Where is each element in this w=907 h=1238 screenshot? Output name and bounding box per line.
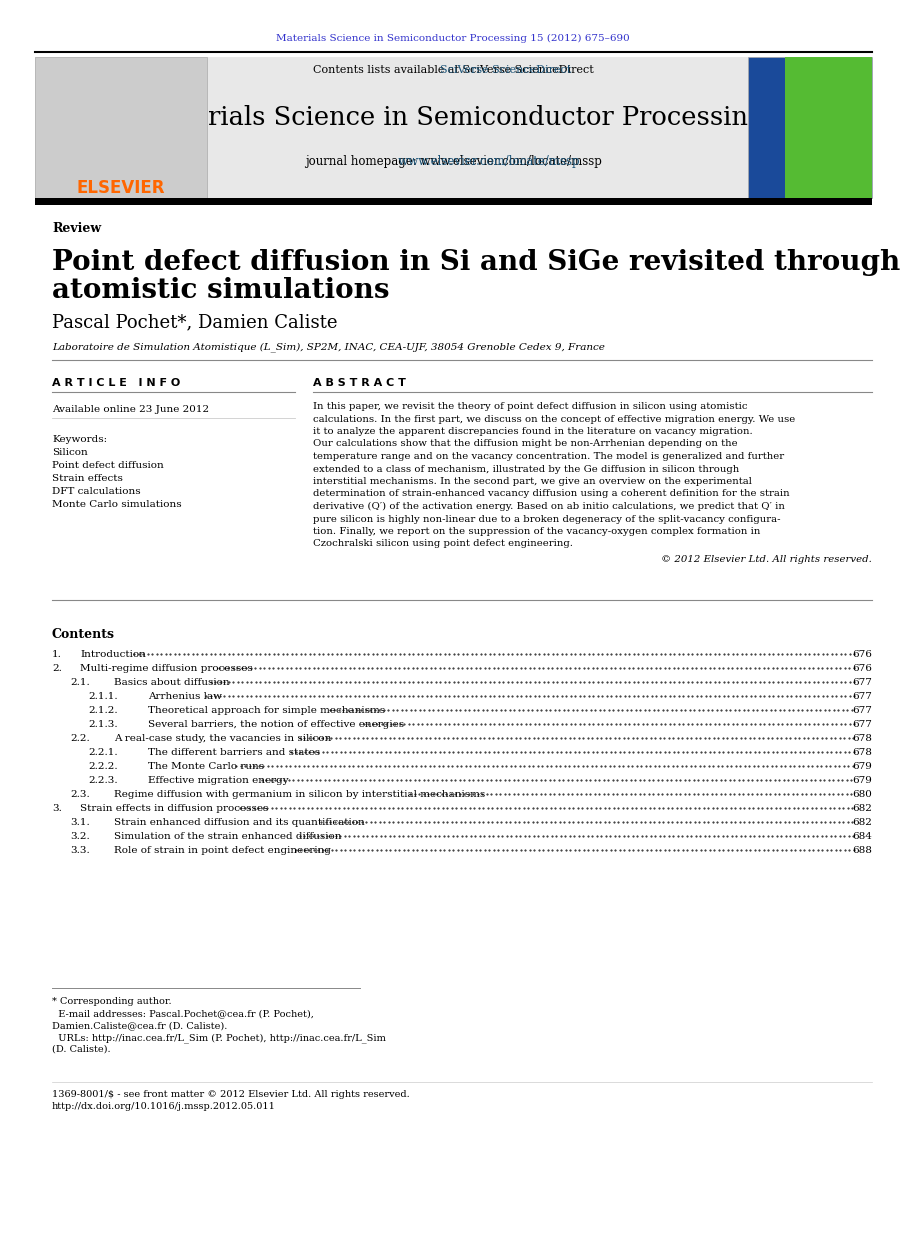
- Text: URLs: http://inac.cea.fr/L_Sim (P. Pochet), http://inac.cea.fr/L_Sim: URLs: http://inac.cea.fr/L_Sim (P. Poche…: [52, 1032, 385, 1042]
- Text: www.elsevier.com/locate/mssp: www.elsevier.com/locate/mssp: [327, 156, 580, 168]
- Text: 682: 682: [852, 803, 872, 813]
- Text: A B S T R A C T: A B S T R A C T: [313, 378, 405, 387]
- Text: interstitial mechanisms. In the second part, we give an overview on the experime: interstitial mechanisms. In the second p…: [313, 477, 752, 487]
- Text: Pascal Pochet*, Damien Caliste: Pascal Pochet*, Damien Caliste: [52, 313, 337, 331]
- Bar: [35, 198, 872, 206]
- Text: 2.1.2.: 2.1.2.: [88, 706, 118, 716]
- Text: Contents: Contents: [52, 628, 115, 641]
- Text: 2.1.: 2.1.: [70, 678, 90, 687]
- Text: Laboratoire de Simulation Atomistique (L_Sim), SP2M, INAC, CEA-UJF, 38054 Grenob: Laboratoire de Simulation Atomistique (L…: [52, 342, 605, 352]
- Text: 677: 677: [852, 706, 872, 716]
- Bar: [35, 57, 207, 198]
- Text: calculations. In the first part, we discuss on the concept of effective migratio: calculations. In the first part, we disc…: [313, 415, 795, 423]
- Text: 2.1.3.: 2.1.3.: [88, 721, 118, 729]
- Text: Materials Science in Semiconductor Processing: Materials Science in Semiconductor Proce…: [141, 104, 765, 130]
- Text: Point defect diffusion: Point defect diffusion: [52, 461, 164, 470]
- Text: atomistic simulations: atomistic simulations: [52, 277, 389, 305]
- Text: derivative (Q′) of the activation energy. Based on ab initio calculations, we pr: derivative (Q′) of the activation energy…: [313, 501, 785, 511]
- Text: extended to a class of mechanism, illustrated by the Ge diffusion in silicon thr: extended to a class of mechanism, illust…: [313, 464, 739, 473]
- Text: Basics about diffusion: Basics about diffusion: [114, 678, 229, 687]
- Text: 678: 678: [852, 734, 872, 743]
- Text: 677: 677: [852, 721, 872, 729]
- Text: Silicon: Silicon: [52, 448, 88, 457]
- Text: Monte Carlo simulations: Monte Carlo simulations: [52, 500, 181, 509]
- Text: 3.: 3.: [52, 803, 62, 813]
- Text: Available online 23 June 2012: Available online 23 June 2012: [52, 406, 210, 415]
- Text: Arrhenius law: Arrhenius law: [148, 692, 222, 701]
- Text: E-mail addresses: Pascal.Pochet@cea.fr (P. Pochet),: E-mail addresses: Pascal.Pochet@cea.fr (…: [52, 1009, 314, 1018]
- Text: temperature range and on the vacancy concentration. The model is generalized and: temperature range and on the vacancy con…: [313, 452, 785, 461]
- Text: 2.2.: 2.2.: [70, 734, 90, 743]
- Text: 2.3.: 2.3.: [70, 790, 90, 799]
- Text: The different barriers and states: The different barriers and states: [148, 748, 320, 756]
- Text: Effective migration energy: Effective migration energy: [148, 776, 288, 785]
- Text: 2.2.2.: 2.2.2.: [88, 763, 118, 771]
- Bar: [748, 57, 872, 198]
- Text: http://dx.doi.org/10.1016/j.mssp.2012.05.011: http://dx.doi.org/10.1016/j.mssp.2012.05…: [52, 1102, 276, 1110]
- Text: SciVerse ScienceDirect: SciVerse ScienceDirect: [335, 66, 571, 76]
- Bar: [785, 57, 872, 198]
- Text: 680: 680: [852, 790, 872, 799]
- Text: The Monte Carlo runs: The Monte Carlo runs: [148, 763, 264, 771]
- Text: Role of strain in point defect engineering: Role of strain in point defect engineeri…: [114, 846, 331, 855]
- Text: 684: 684: [852, 832, 872, 841]
- Text: 3.3.: 3.3.: [70, 846, 90, 855]
- Text: 676: 676: [852, 664, 872, 673]
- Text: 688: 688: [852, 846, 872, 855]
- Text: Strain effects: Strain effects: [52, 474, 122, 483]
- Text: 3.2.: 3.2.: [70, 832, 90, 841]
- Text: Theoretical approach for simple mechanisms: Theoretical approach for simple mechanis…: [148, 706, 385, 716]
- Text: it to analyze the apparent discrepancies found in the literature on vacancy migr: it to analyze the apparent discrepancies…: [313, 427, 753, 436]
- Text: 1369-8001/$ - see front matter © 2012 Elsevier Ltd. All rights reserved.: 1369-8001/$ - see front matter © 2012 El…: [52, 1089, 410, 1099]
- Text: In this paper, we revisit the theory of point defect diffusion in silicon using : In this paper, we revisit the theory of …: [313, 402, 747, 411]
- Text: 677: 677: [852, 678, 872, 687]
- Text: (D. Caliste).: (D. Caliste).: [52, 1045, 111, 1054]
- Bar: [35, 57, 872, 198]
- Text: 679: 679: [852, 763, 872, 771]
- Text: ELSEVIER: ELSEVIER: [77, 180, 165, 197]
- Text: 2.1.1.: 2.1.1.: [88, 692, 118, 701]
- Text: 676: 676: [852, 650, 872, 659]
- Text: Introduction: Introduction: [80, 650, 146, 659]
- Text: Regime diffusion with germanium in silicon by interstitial mechanisms: Regime diffusion with germanium in silic…: [114, 790, 485, 799]
- Text: 2.2.1.: 2.2.1.: [88, 748, 118, 756]
- Text: 677: 677: [852, 692, 872, 701]
- Text: Strain effects in diffusion processes: Strain effects in diffusion processes: [80, 803, 268, 813]
- Text: A R T I C L E   I N F O: A R T I C L E I N F O: [52, 378, 180, 387]
- Text: Our calculations show that the diffusion might be non-Arrhenian depending on the: Our calculations show that the diffusion…: [313, 439, 737, 448]
- Text: © 2012 Elsevier Ltd. All rights reserved.: © 2012 Elsevier Ltd. All rights reserved…: [661, 555, 872, 565]
- Text: 678: 678: [852, 748, 872, 756]
- Text: Multi-regime diffusion processes: Multi-regime diffusion processes: [80, 664, 253, 673]
- Text: Point defect diffusion in Si and SiGe revisited through: Point defect diffusion in Si and SiGe re…: [52, 249, 901, 276]
- Text: determination of strain-enhanced vacancy diffusion using a coherent definition f: determination of strain-enhanced vacancy…: [313, 489, 790, 499]
- Text: Keywords:: Keywords:: [52, 435, 107, 444]
- Text: journal homepage: www.elsevier.com/locate/mssp: journal homepage: www.elsevier.com/locat…: [305, 156, 601, 168]
- Text: Review: Review: [52, 222, 101, 234]
- Text: Contents lists available at SciVerse ScienceDirect: Contents lists available at SciVerse Sci…: [313, 66, 593, 76]
- Text: 1.: 1.: [52, 650, 62, 659]
- Text: DFT calculations: DFT calculations: [52, 487, 141, 496]
- Text: pure silicon is highly non-linear due to a broken degeneracy of the split-vacanc: pure silicon is highly non-linear due to…: [313, 515, 781, 524]
- Text: * Corresponding author.: * Corresponding author.: [52, 997, 171, 1006]
- Text: 682: 682: [852, 818, 872, 827]
- Text: Strain enhanced diffusion and its quantification: Strain enhanced diffusion and its quanti…: [114, 818, 365, 827]
- Text: Simulation of the strain enhanced diffusion: Simulation of the strain enhanced diffus…: [114, 832, 342, 841]
- Text: tion. Finally, we report on the suppression of the vacancy-oxygen complex format: tion. Finally, we report on the suppress…: [313, 527, 760, 536]
- Text: Several barriers, the notion of effective energies: Several barriers, the notion of effectiv…: [148, 721, 405, 729]
- Text: Damien.Caliste@cea.fr (D. Caliste).: Damien.Caliste@cea.fr (D. Caliste).: [52, 1021, 228, 1030]
- Text: Czochralski silicon using point defect engineering.: Czochralski silicon using point defect e…: [313, 540, 573, 548]
- Text: 2.2.3.: 2.2.3.: [88, 776, 118, 785]
- Text: 2.: 2.: [52, 664, 62, 673]
- Text: 3.1.: 3.1.: [70, 818, 90, 827]
- Text: A real-case study, the vacancies in silicon: A real-case study, the vacancies in sili…: [114, 734, 331, 743]
- Text: Materials Science in Semiconductor Processing 15 (2012) 675–690: Materials Science in Semiconductor Proce…: [276, 33, 629, 42]
- Text: 679: 679: [852, 776, 872, 785]
